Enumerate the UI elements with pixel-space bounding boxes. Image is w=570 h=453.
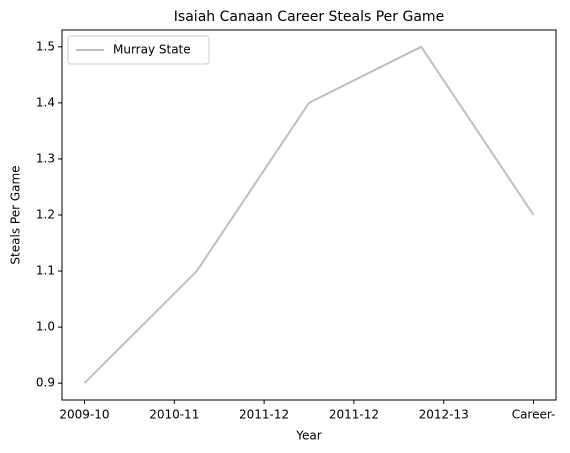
y-tick-label: 0.9 <box>36 376 55 390</box>
x-tick-label: 2010-11 <box>149 408 199 422</box>
line <box>83 45 535 384</box>
y-tick-label: 1.0 <box>36 320 55 334</box>
x-tick-label: 2012-13 <box>419 408 469 422</box>
x-tick-label: 2009-10 <box>59 408 109 422</box>
x-axis-label: Year <box>295 429 321 443</box>
plot-frame <box>61 29 557 401</box>
y-tick-label: 1.1 <box>36 264 55 278</box>
x-tick-label: 2011-12 <box>239 408 289 422</box>
y-tick-label: 1.5 <box>36 39 55 53</box>
legend-label: Murray State <box>113 43 191 57</box>
y-axis-label: Steals Per Game <box>9 165 23 264</box>
y-tick-label: 1.4 <box>36 95 55 109</box>
x-tick-label: Career- <box>512 408 556 422</box>
chart-title: Isaiah Canaan Career Steals Per Game <box>174 9 444 25</box>
legend-box <box>67 35 210 65</box>
y-tick-label: 1.3 <box>36 151 55 165</box>
y-tick-label: 1.2 <box>36 208 55 222</box>
x-tick-label: 2011-12 <box>329 408 379 422</box>
